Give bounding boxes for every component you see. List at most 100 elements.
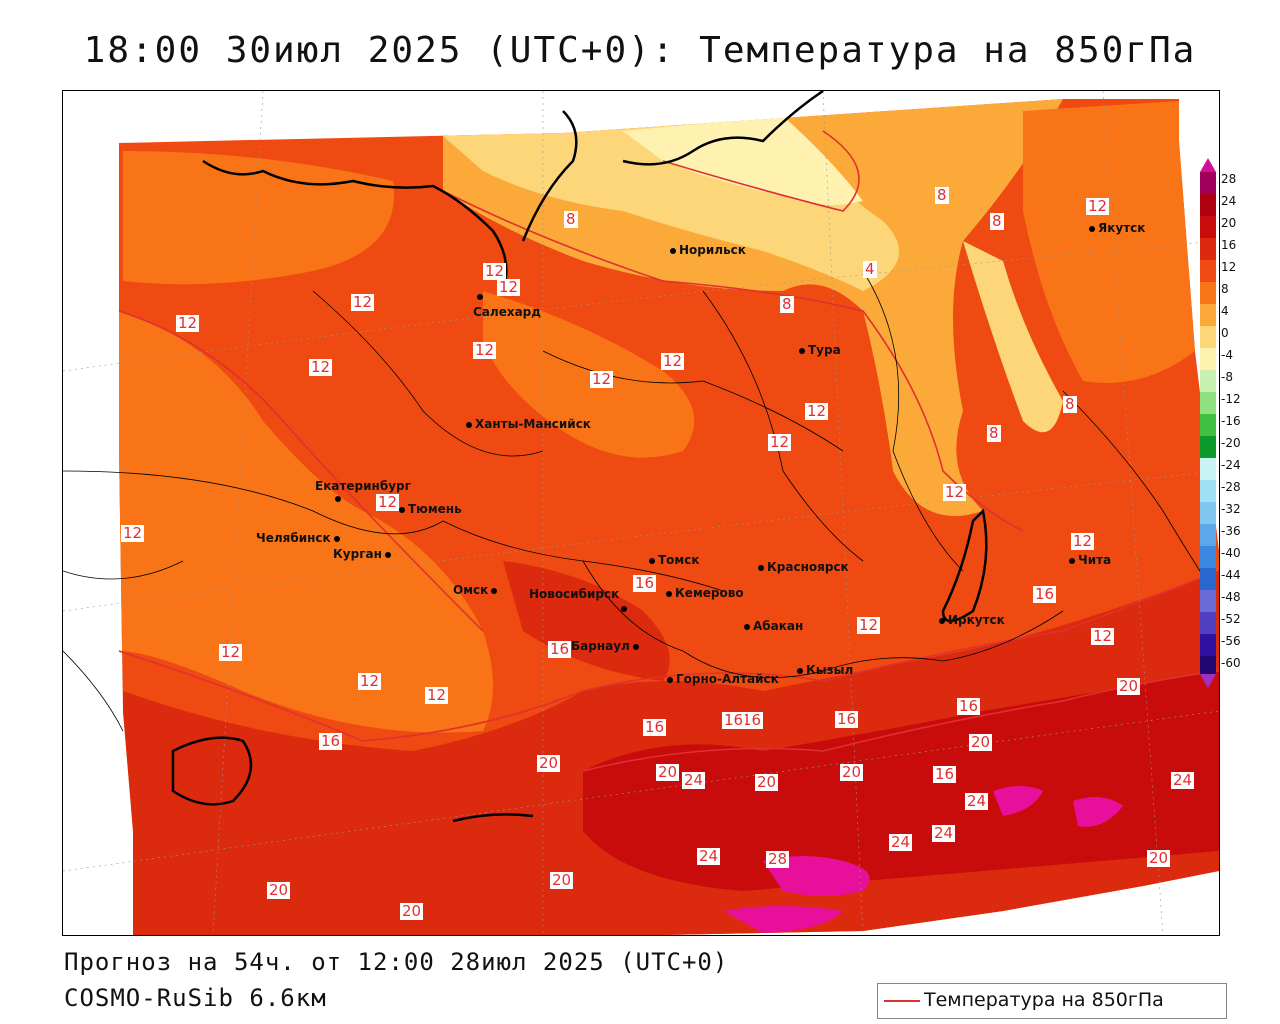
contour-label: 16 bbox=[633, 574, 657, 592]
legend: Температура на 850гПа bbox=[877, 983, 1227, 1019]
city-irkutsk: Иркутск bbox=[939, 613, 1005, 627]
contour-label: 12 bbox=[661, 352, 685, 370]
legend-label: Температура на 850гПа bbox=[924, 989, 1164, 1011]
colorbar bbox=[1200, 158, 1216, 688]
city-yekaterinburg bbox=[335, 491, 344, 505]
city-novosibirsk-dot bbox=[621, 601, 630, 615]
city-tomsk: Томск bbox=[649, 553, 700, 567]
contour-label: 20 bbox=[1117, 677, 1141, 695]
city-salekhard bbox=[477, 289, 486, 303]
contour-label: 12 bbox=[219, 643, 243, 661]
contour-label: 8 bbox=[780, 295, 794, 313]
contour-label: 12 bbox=[376, 493, 400, 511]
colorbar-tick: 12 bbox=[1221, 260, 1237, 274]
contour-label: 24 bbox=[965, 792, 989, 810]
contour-label: 20 bbox=[755, 773, 779, 791]
temperature-field bbox=[63, 91, 1219, 935]
city-kurgan: Курган bbox=[333, 547, 394, 561]
contour-label: 8 bbox=[1063, 395, 1077, 413]
contour-label: 16 bbox=[957, 697, 981, 715]
city-kyzyl: Кызыл bbox=[797, 663, 853, 677]
city-barnaul: Барнаул bbox=[571, 639, 642, 653]
city-abakan: Абакан bbox=[744, 619, 803, 633]
contour-label: 16 bbox=[1033, 585, 1057, 603]
colorbar-tick: -16 bbox=[1221, 414, 1241, 428]
colorbar-tick: -36 bbox=[1221, 524, 1241, 538]
contour-label: 24 bbox=[932, 824, 956, 842]
city-chita: Чита bbox=[1069, 553, 1111, 567]
contour-label: 16 bbox=[933, 765, 957, 783]
contour-label: 12 bbox=[473, 341, 497, 359]
contour-label: 8 bbox=[990, 212, 1004, 230]
contour-label: 24 bbox=[697, 847, 721, 865]
city-norilsk: Норильск bbox=[670, 243, 746, 257]
contour-label: 12 bbox=[943, 483, 967, 501]
contour-label: 20 bbox=[656, 763, 680, 781]
colorbar-tick: -40 bbox=[1221, 546, 1241, 560]
contour-label: 8 bbox=[935, 186, 949, 204]
city-yekaterinburg-label: Екатеринбург bbox=[315, 479, 411, 493]
contour-label: 16 bbox=[319, 732, 343, 750]
contour-label: 12 bbox=[1071, 532, 1095, 550]
field-regions bbox=[119, 99, 1219, 935]
colorbar-tick: 0 bbox=[1221, 326, 1229, 340]
contour-label: 20 bbox=[1147, 849, 1171, 867]
colorbar-tick: -4 bbox=[1221, 348, 1233, 362]
contour-label: 20 bbox=[969, 733, 993, 751]
city-gorno-altaysk: Горно-Алтайск bbox=[667, 672, 779, 686]
colorbar-tick: -28 bbox=[1221, 480, 1241, 494]
contour-label: 12 bbox=[1086, 197, 1110, 215]
city-novosibirsk: Новосибирск bbox=[529, 587, 620, 601]
city-kemerovo: Кемерово bbox=[666, 586, 744, 600]
city-omsk: Омск bbox=[453, 583, 500, 597]
contour-label: 12 bbox=[483, 262, 507, 280]
model-name: COSMO-RuSib 6.6км bbox=[64, 984, 327, 1012]
colorbar-tick: -32 bbox=[1221, 502, 1241, 516]
colorbar-tick: 8 bbox=[1221, 282, 1229, 296]
city-tura: Тура bbox=[799, 343, 841, 357]
contour-label: 24 bbox=[1171, 771, 1195, 789]
coastlines bbox=[171, 91, 988, 823]
contour-label: 28 bbox=[766, 850, 790, 868]
city-tyumen: Тюмень bbox=[399, 502, 462, 516]
city-salekhard-label: Салехард bbox=[473, 305, 541, 319]
colorbar-tick: 16 bbox=[1221, 238, 1237, 252]
colorbar-tick: -44 bbox=[1221, 568, 1241, 582]
contour-label: 12 bbox=[1091, 627, 1115, 645]
contour-label: 16 bbox=[643, 718, 667, 736]
map-title: 18:00 30июл 2025 (UTC+0): Температура на… bbox=[83, 30, 1197, 71]
colorbar-tick: 20 bbox=[1221, 216, 1237, 230]
legend-line-swatch bbox=[884, 1000, 920, 1002]
contour-label: 20 bbox=[840, 763, 864, 781]
contour-label: 12 bbox=[358, 672, 382, 690]
contour-label: 8 bbox=[564, 210, 578, 228]
city-krasnoyarsk: Красноярск bbox=[758, 560, 849, 574]
contour-label: 12 bbox=[590, 370, 614, 388]
colorbar-tick: -12 bbox=[1221, 392, 1241, 406]
contour-label: 16 bbox=[548, 640, 572, 658]
contour-label: 20 bbox=[400, 902, 424, 920]
contour-label: 12 bbox=[121, 524, 145, 542]
contour-label: 12 bbox=[176, 314, 200, 332]
contour-label: 20 bbox=[550, 871, 574, 889]
colorbar-tick: 4 bbox=[1221, 304, 1229, 318]
colorbar-tick: -20 bbox=[1221, 436, 1241, 450]
city-yakutsk: Якутск bbox=[1089, 221, 1145, 235]
colorbar-tick: -56 bbox=[1221, 634, 1241, 648]
colorbar-tick: -8 bbox=[1221, 370, 1233, 384]
contour-label: 16 bbox=[740, 711, 764, 729]
contour-label: 24 bbox=[682, 771, 706, 789]
contour-label: 12 bbox=[497, 278, 521, 296]
colorbar-tick: -52 bbox=[1221, 612, 1241, 626]
contour-label: 12 bbox=[309, 358, 333, 376]
contour-label: 20 bbox=[537, 754, 561, 772]
colorbar-tick: -60 bbox=[1221, 656, 1241, 670]
city-khanty-mansiysk: Ханты-Мансийск bbox=[466, 417, 591, 431]
graticule bbox=[63, 91, 1219, 935]
colorbar-tick: -24 bbox=[1221, 458, 1241, 472]
colorbar-tick: 28 bbox=[1221, 172, 1237, 186]
contour-label: 8 bbox=[987, 424, 1001, 442]
contour-label: 12 bbox=[351, 293, 375, 311]
region-borders bbox=[63, 270, 1214, 732]
forecast-info: Прогноз на 54ч. от 12:00 28июл 2025 (UTC… bbox=[64, 948, 729, 976]
